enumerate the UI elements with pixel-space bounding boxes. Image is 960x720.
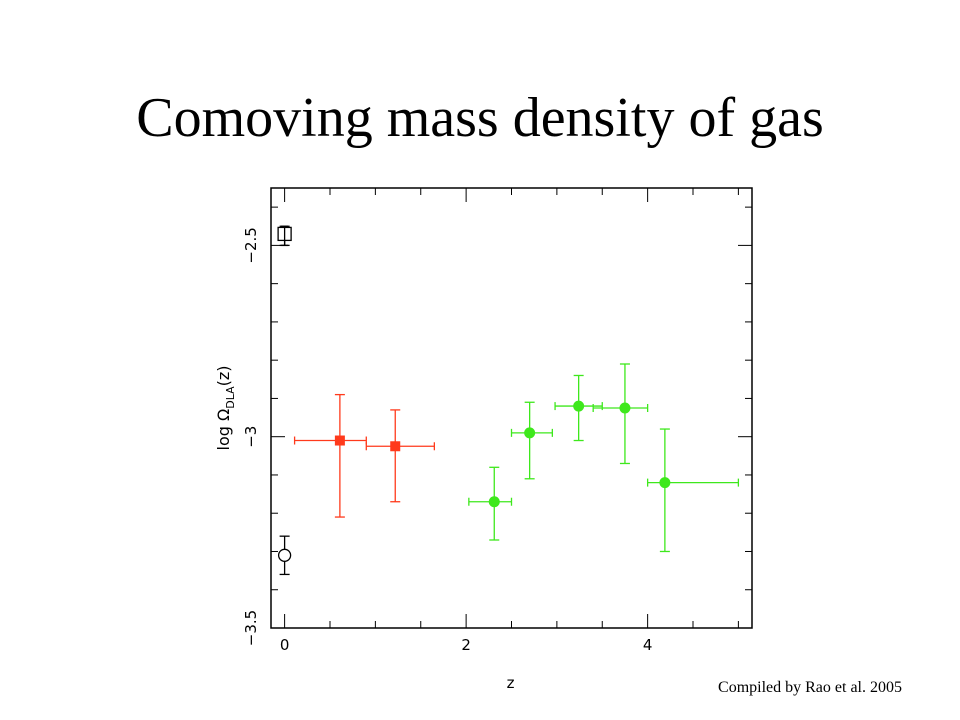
data-point — [365, 409, 436, 503]
data-point — [293, 393, 367, 518]
y-axis-label: log ΩDLA(z) — [214, 366, 237, 451]
data-point — [592, 363, 649, 465]
marker-filled-square — [390, 441, 401, 452]
slide-title: Comoving mass density of gas — [136, 87, 824, 149]
marker-filled-circle — [619, 402, 631, 414]
data-point — [510, 401, 553, 480]
marker-filled-circle — [524, 427, 536, 439]
marker-filled-circle — [659, 477, 671, 489]
marker-filled-circle — [573, 400, 585, 412]
plot-frame — [270, 187, 753, 629]
marker-filled-square — [334, 435, 345, 446]
marker-filled-circle — [488, 496, 500, 508]
marker-open-circle — [277, 548, 292, 562]
data-point — [468, 466, 513, 541]
axis-labels: 0 2 4 −3.5 −3 −2.5 z log ΩDLA(z) — [214, 227, 652, 692]
y-tick-label: −3.5 — [242, 610, 260, 646]
source-credit: Compiled by Rao et al. 2005 — [718, 679, 902, 696]
y-tick-label: −2.5 — [242, 227, 260, 263]
axis-ticks — [271, 188, 752, 629]
data-point — [554, 374, 603, 442]
x-axis-label: z — [507, 674, 515, 692]
x-tick-label: 2 — [461, 636, 471, 654]
data-points — [277, 225, 740, 576]
y-tick-label: −3 — [242, 426, 260, 448]
x-tick-label: 4 — [643, 636, 653, 654]
x-tick-label: 0 — [280, 636, 290, 654]
data-point — [646, 428, 740, 553]
data-point — [277, 225, 292, 247]
data-point — [277, 535, 292, 576]
plot-border — [270, 187, 753, 629]
